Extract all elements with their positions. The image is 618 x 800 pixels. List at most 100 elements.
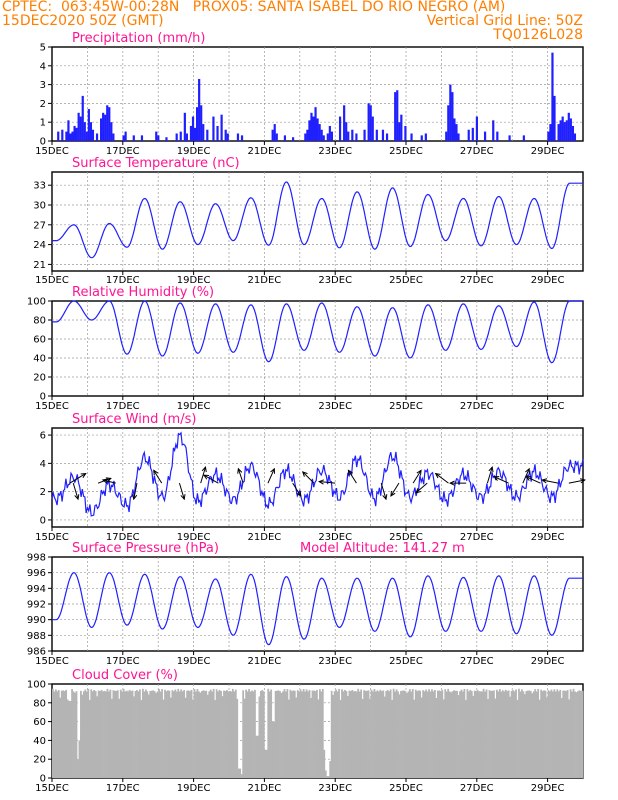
wind-vector-arrowhead	[270, 467, 275, 474]
cloud-bar	[521, 689, 523, 778]
precip-bar	[87, 109, 90, 141]
precip-bar	[316, 118, 319, 141]
rh-panel-title: Relative Humidity (%)	[72, 285, 214, 300]
cloud-bar	[62, 690, 65, 778]
rh-y-tick-label: 60	[33, 335, 46, 346]
cloud-bar	[386, 690, 389, 778]
precip-bar	[202, 124, 205, 141]
cloud-bar	[563, 690, 566, 778]
cloud-bar	[279, 691, 281, 778]
cloud-bar	[155, 692, 158, 778]
cloud-bar	[243, 698, 246, 778]
precip-bar	[291, 137, 295, 141]
wind-vector-arrowhead	[132, 494, 138, 501]
wind-vector-arrowhead	[180, 494, 186, 501]
wind-vector-arrowhead	[296, 490, 302, 497]
cloud-bar	[339, 699, 342, 778]
cloud-bar	[240, 774, 243, 778]
cloud-bar	[503, 691, 506, 778]
precip-bar	[271, 129, 274, 141]
cloud-bar	[162, 699, 165, 778]
cloud-bar	[572, 688, 575, 778]
cloud-bar	[392, 688, 395, 778]
cloud-bar	[394, 691, 396, 778]
precip-bar	[165, 137, 168, 141]
cloud-bar	[199, 692, 202, 778]
cloud-bar	[506, 691, 509, 778]
precip-bar	[492, 120, 495, 141]
precip-bar	[198, 78, 201, 141]
cloud-bar	[141, 688, 144, 778]
cloud-bar	[445, 691, 448, 778]
precip-bar	[91, 129, 95, 141]
temp-y-tick-label: 33	[33, 181, 46, 192]
cloud-bar	[459, 691, 461, 778]
cloud-bar	[230, 691, 233, 778]
cloud-bar	[183, 690, 186, 778]
cloud-bar	[479, 691, 482, 778]
cloud-y-tick-label: 80	[33, 698, 46, 709]
wind-vector-arrow	[153, 470, 163, 484]
cloud-bar	[426, 691, 429, 778]
wind-vector-arrow	[415, 482, 428, 494]
cloud-bar	[380, 691, 383, 778]
cloud-bar	[434, 689, 436, 778]
cloud-bar	[193, 689, 196, 778]
cloud-bar	[543, 690, 545, 778]
cloud-bar	[301, 691, 304, 778]
temp-y-tick-label: 27	[33, 220, 46, 231]
wind-vector-arrowhead	[390, 490, 396, 497]
wind-x-tick-label: 23DEC	[318, 532, 352, 543]
cloud-bar	[364, 690, 367, 778]
temp-y-tick-label: 21	[33, 260, 46, 271]
cloud-bar	[534, 689, 537, 778]
cloud-bar	[367, 690, 370, 778]
precip-bar	[57, 131, 60, 141]
cloud-bar	[439, 691, 442, 778]
cloud-bar	[323, 749, 326, 778]
pres-y-tick-label: 988	[27, 631, 46, 642]
cloud-bar	[404, 691, 407, 778]
cloud-bar	[519, 691, 522, 778]
cloud-bar	[233, 691, 236, 778]
cloud-bar	[180, 689, 183, 778]
cloud-bar	[172, 691, 175, 778]
wind-vector-arrow	[494, 476, 509, 484]
cloud-bar	[268, 691, 271, 778]
wind-x-tick-label: 29DEC	[531, 532, 565, 543]
cloud-bar	[121, 691, 124, 778]
precip-bar	[355, 133, 358, 141]
precip-x-tick-label: 21DEC	[248, 146, 282, 157]
precip-bar	[108, 107, 111, 141]
precip-bar	[110, 122, 113, 141]
precip-bar	[471, 127, 474, 141]
cloud-bar	[470, 691, 473, 778]
precip-bar	[193, 127, 197, 141]
cloud-bar	[242, 690, 245, 778]
cloud-bar	[495, 689, 498, 778]
cloud-bar	[140, 699, 143, 778]
wind-vector-arrowhead	[382, 494, 388, 501]
cloud-bar	[395, 689, 398, 778]
cloud-bar	[550, 689, 553, 778]
cloud-bar	[529, 691, 532, 778]
wind-vector-arrow	[237, 468, 244, 484]
cloud-bar	[302, 688, 305, 778]
precip-bar	[83, 122, 86, 141]
cloud-bar	[227, 691, 230, 778]
cloud-bar	[498, 689, 501, 778]
precip-bar	[216, 125, 219, 141]
pres-series-line	[52, 572, 583, 646]
cloud-bar	[88, 699, 91, 778]
precip-bar	[124, 131, 127, 141]
cloud-bar	[451, 691, 454, 778]
cloud-bar	[305, 689, 308, 778]
cloud-bar	[164, 689, 166, 778]
precip-bar	[547, 131, 550, 141]
cloud-bar	[186, 690, 188, 778]
cloud-bar	[416, 691, 419, 778]
cloud-bar	[286, 689, 289, 778]
cloud-bar	[292, 690, 295, 778]
cloud-bar	[575, 692, 578, 778]
precip-bar	[220, 114, 223, 141]
